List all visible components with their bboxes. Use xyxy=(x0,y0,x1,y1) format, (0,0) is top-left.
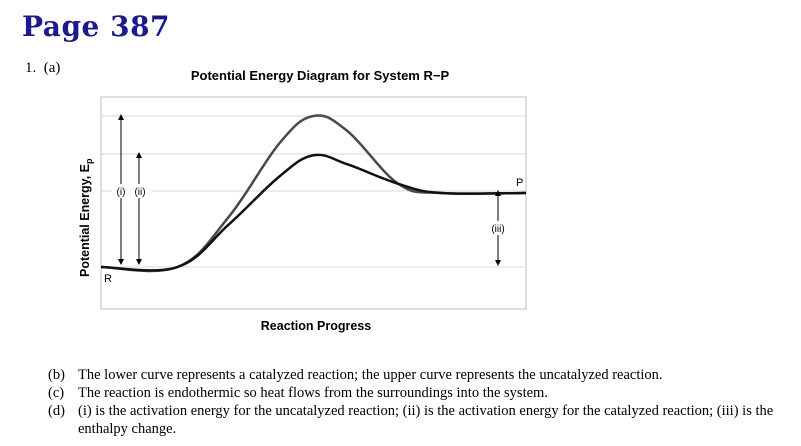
arrow-label-ii: (ii) xyxy=(134,187,145,198)
product-label: P xyxy=(516,177,523,189)
answer-b: (b) The lower curve represents a catalyz… xyxy=(48,366,793,384)
energy-arrows xyxy=(118,114,501,266)
y-axis-label-main: Potential Energy, E xyxy=(78,164,92,277)
y-axis-label-sub: p xyxy=(84,158,94,164)
answer-letter: (d) xyxy=(48,403,65,419)
arrow-label-bg xyxy=(112,184,152,198)
answer-letter: (c) xyxy=(48,385,65,401)
catalyzed-curve xyxy=(100,153,527,272)
arrow-label-bg xyxy=(484,221,512,235)
answer-letter: (b) xyxy=(48,367,65,383)
question-number-label: 1. xyxy=(25,60,37,76)
x-axis-label: Reaction Progress xyxy=(261,319,372,333)
y-axis-label: Potential Energy, Ep xyxy=(78,158,94,277)
plot-area xyxy=(100,96,527,310)
reactant-label: R xyxy=(104,273,112,285)
page-title: Page 387 xyxy=(22,10,171,43)
question-part-label: (a) xyxy=(43,60,61,76)
answer-text: The lower curve represents a catalyzed r… xyxy=(78,367,663,383)
answer-c: (c) The reaction is endothermic so heat … xyxy=(48,384,793,402)
chart-title: Potential Energy Diagram for System R−P xyxy=(191,68,450,83)
question-number: 1. (a) xyxy=(25,60,60,77)
answer-d: (d) (i) is the activation energy for the… xyxy=(48,402,793,438)
answer-text: (i) is the activation energy for the unc… xyxy=(78,403,774,437)
gridlines xyxy=(101,115,526,268)
answer-text: The reaction is endothermic so heat flow… xyxy=(78,385,548,401)
answers-list: (b) The lower curve represents a catalyz… xyxy=(48,366,793,438)
potential-energy-chart: Potential Energy Diagram for System R−P … xyxy=(78,68,527,333)
arrow-label-iii: (iii) xyxy=(491,224,504,235)
arrow-label-i: (i) xyxy=(117,187,126,198)
